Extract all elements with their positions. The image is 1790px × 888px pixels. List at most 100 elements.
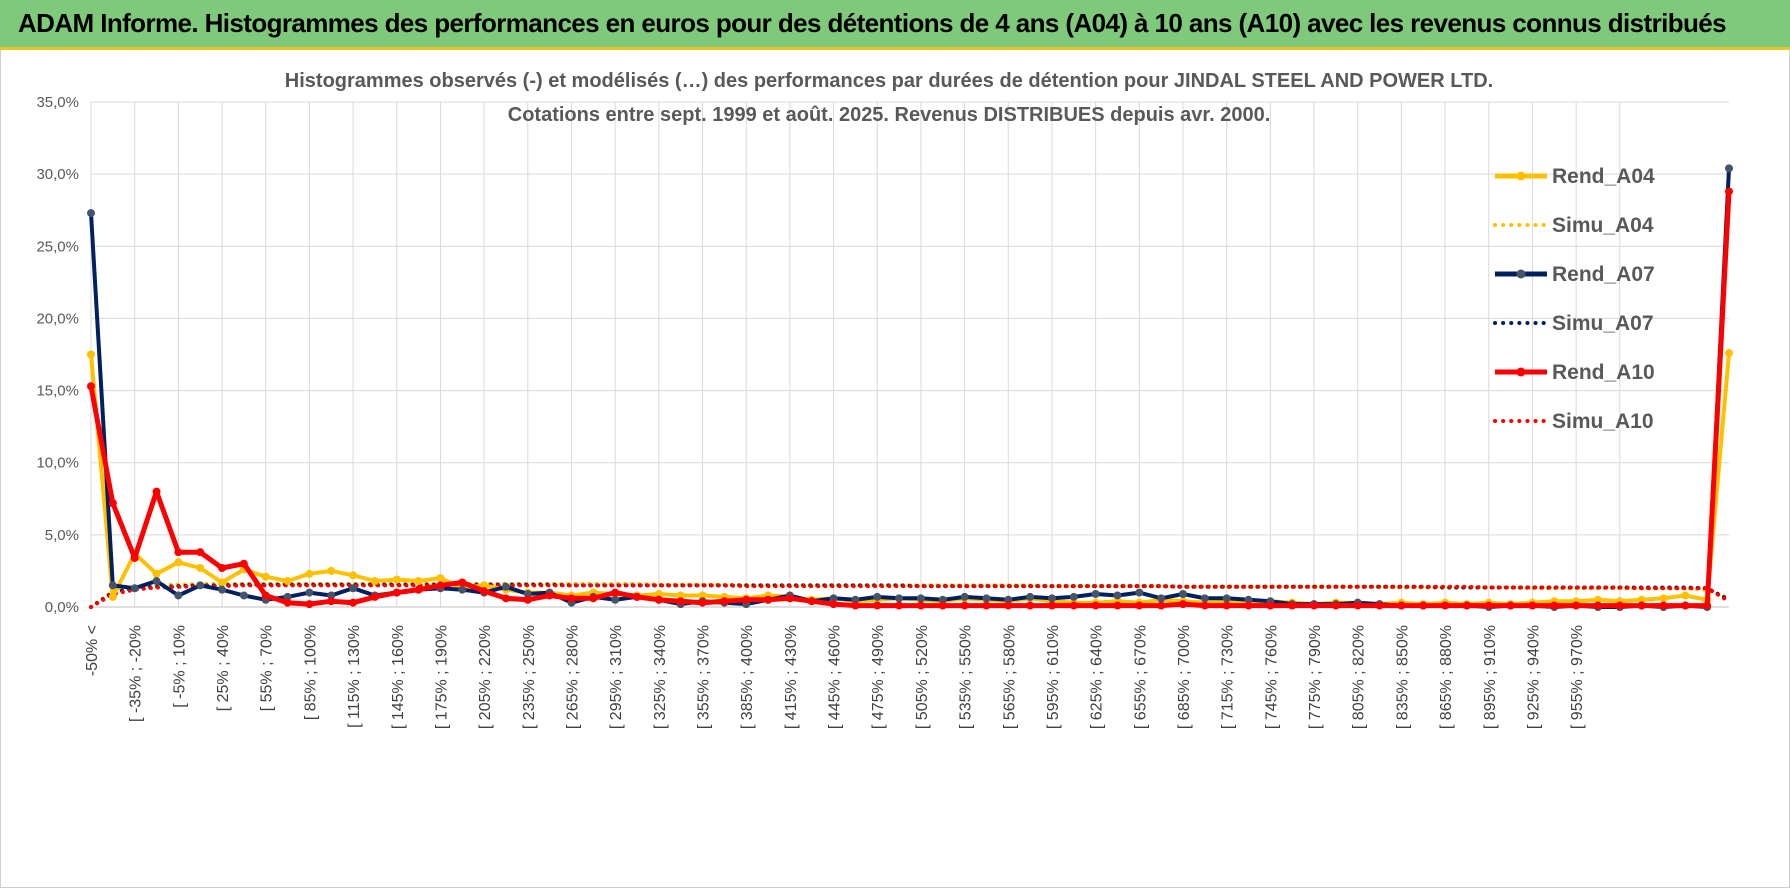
data-point	[174, 548, 183, 557]
data-point	[349, 571, 358, 580]
data-point	[392, 575, 401, 584]
data-point	[895, 601, 904, 610]
data-point	[1484, 601, 1493, 610]
data-point	[1222, 594, 1231, 603]
x-tick-label: -50% <	[84, 625, 101, 676]
x-tick-label: [ -5% ; 10%	[171, 625, 188, 708]
data-point	[742, 595, 751, 604]
data-point	[1441, 601, 1450, 610]
x-tick-label: [ 25% ; 40%	[215, 625, 232, 711]
series-simu_a10	[89, 583, 1731, 609]
x-tick-label: [ 265% ; 280%	[564, 625, 581, 729]
data-point	[698, 598, 707, 607]
legend-item-simu_a04: Simu_A04	[1493, 214, 1654, 237]
x-tick-label: [ 745% ; 760%	[1263, 625, 1280, 729]
data-point	[1506, 601, 1515, 610]
data-point	[87, 350, 95, 359]
data-point	[807, 597, 816, 606]
data-point	[1091, 590, 1100, 599]
data-point	[938, 601, 947, 610]
series-lines	[87, 164, 1733, 611]
data-point	[523, 590, 532, 599]
x-tick-label: [ 445% ; 460%	[827, 625, 844, 729]
data-point	[1113, 591, 1122, 600]
data-point	[1004, 595, 1013, 604]
y-tick-label: 5,0%	[45, 527, 79, 544]
legend-marker	[1516, 269, 1526, 279]
data-point	[458, 585, 467, 594]
y-tick-label: 0,0%	[45, 599, 79, 616]
data-point	[916, 594, 925, 603]
data-point	[436, 581, 445, 590]
x-tick-label: [ 295% ; 310%	[608, 625, 625, 729]
data-point	[1244, 601, 1253, 610]
legend-label: Rend_A10	[1552, 361, 1655, 384]
data-point	[611, 595, 620, 604]
data-point	[545, 591, 554, 600]
data-point	[1550, 601, 1559, 610]
data-point	[1659, 594, 1668, 603]
data-point	[370, 592, 379, 601]
data-point	[1200, 594, 1209, 603]
data-point	[327, 566, 336, 575]
data-point	[392, 588, 401, 597]
data-point	[829, 594, 838, 603]
data-point	[676, 591, 685, 600]
data-point	[1375, 601, 1384, 610]
data-point	[174, 591, 183, 600]
data-point	[218, 564, 227, 573]
data-point	[1135, 588, 1144, 597]
data-point	[654, 590, 663, 599]
data-point	[1069, 601, 1078, 610]
data-point	[1703, 601, 1712, 610]
legend-label: Simu_A04	[1552, 214, 1654, 237]
x-tick-label: [ 415% ; 430%	[783, 625, 800, 729]
data-point	[1244, 595, 1253, 604]
y-axis-ticks: 0,0% 5,0% 10,0% 15,0% 20,0% 25,0% 30,0% 35,0%	[36, 94, 79, 616]
data-point	[480, 581, 489, 590]
data-point	[960, 601, 969, 610]
x-tick-label: [ 715% ; 730%	[1220, 625, 1237, 729]
series-rend_a04	[87, 349, 1733, 609]
data-point	[1725, 187, 1733, 196]
data-point	[130, 553, 139, 562]
data-point	[589, 594, 598, 603]
y-tick-label: 30,0%	[36, 166, 79, 183]
data-point	[1200, 601, 1209, 610]
x-tick-label: [ 955% ; 970%	[1569, 625, 1586, 729]
legend-label: Rend_A07	[1552, 263, 1655, 286]
data-point	[1091, 601, 1100, 610]
x-axis-ticks: -50% < [ -35% ; -20% [ -5% ; 10% [ 25% ; 40…	[84, 625, 1586, 729]
data-point	[458, 578, 467, 587]
data-point	[982, 594, 991, 603]
data-point	[873, 601, 882, 610]
legend-item-rend_a10: Rend_A10	[1495, 361, 1655, 384]
x-tick-label: [ 355% ; 370%	[696, 625, 713, 729]
x-tick-label: [ 895% ; 910%	[1482, 625, 1499, 729]
x-tick-label: [ 805% ; 820%	[1351, 625, 1368, 729]
x-tick-label: [ 175% ; 190%	[433, 625, 450, 729]
data-point	[1572, 601, 1581, 610]
data-point	[414, 585, 423, 594]
data-point	[414, 577, 423, 586]
data-point	[196, 548, 205, 557]
chart-title: Histogrammes observés (-) et modélisés (…	[285, 70, 1493, 92]
data-point	[829, 600, 838, 609]
legend-item-simu_a10: Simu_A10	[1493, 410, 1654, 433]
data-point	[283, 598, 292, 607]
data-point	[501, 594, 510, 603]
data-point	[938, 595, 947, 604]
data-point	[501, 582, 510, 591]
data-point	[305, 569, 314, 578]
x-tick-label: [ 535% ; 550%	[958, 625, 975, 729]
legend-label: Simu_A07	[1552, 312, 1654, 335]
x-tick-label: [ 85% ; 100%	[302, 625, 319, 720]
x-tick-label: [ 385% ; 400%	[739, 625, 756, 729]
x-tick-label: [ 865% ; 880%	[1438, 625, 1455, 729]
series-line	[88, 191, 1732, 609]
data-point	[1353, 601, 1362, 610]
data-point	[1681, 591, 1690, 600]
legend-label: Simu_A10	[1552, 410, 1654, 433]
series-line	[89, 583, 1731, 609]
data-point	[218, 578, 227, 587]
